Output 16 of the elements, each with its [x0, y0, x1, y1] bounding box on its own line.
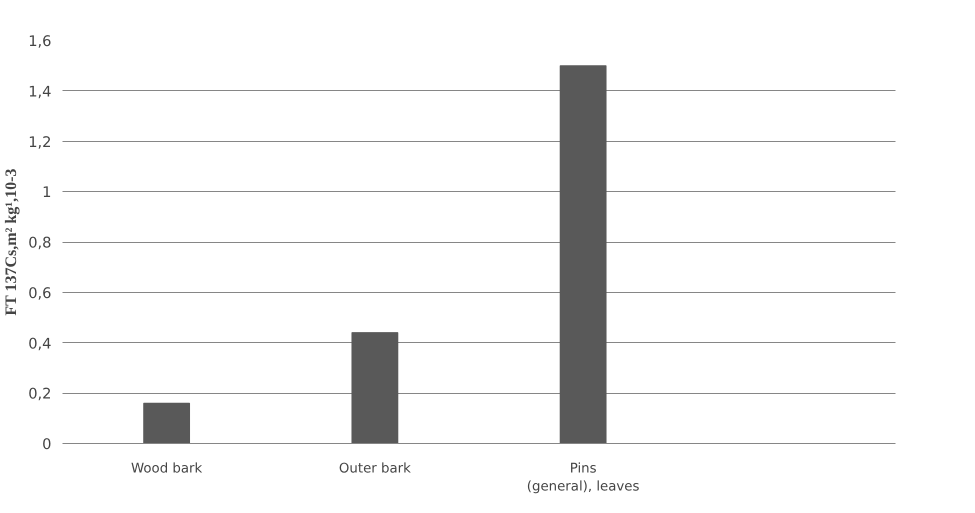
y-axis-title: FT 137Cs,m² kg¹,10-3 [3, 168, 20, 316]
y-tick-label: 1,6 [28, 33, 52, 50]
y-tick-label: 0 [42, 436, 52, 453]
y-tick-label: 0,8 [28, 234, 52, 252]
x-tick-label: Pins (general), leaves [526, 462, 640, 494]
y-tick-label: 1,4 [28, 83, 52, 100]
x-tick-label: Outer bark [338, 462, 412, 476]
bar [351, 332, 398, 444]
y-tick-label: 0,2 [28, 386, 52, 403]
bar [560, 65, 607, 444]
y-tick-label: 1,2 [28, 134, 52, 151]
y-tick-label: 1 [42, 184, 52, 202]
y-tick-label: 0,4 [28, 335, 52, 352]
x-tick-label: Wood bark [131, 462, 203, 476]
y-tick-label: 0,6 [28, 284, 52, 302]
bar [143, 402, 190, 444]
